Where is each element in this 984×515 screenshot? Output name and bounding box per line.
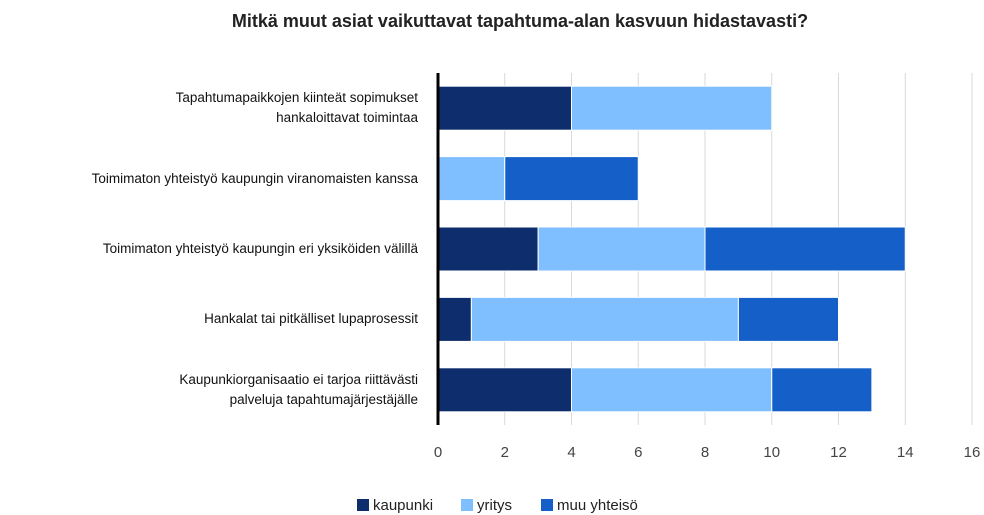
bar-segment (470, 296, 739, 342)
category-label: Toimimaton yhteistyö kaupungin eri yksik… (102, 241, 418, 256)
x-tick-label: 10 (763, 444, 780, 461)
x-tick-label: 12 (830, 444, 847, 461)
x-tick-label: 8 (701, 444, 709, 461)
x-tick-label: 4 (567, 444, 575, 461)
bar-segment (437, 85, 572, 131)
legend-swatch (461, 499, 473, 511)
bar-segment (571, 85, 773, 131)
bar-segment (737, 296, 839, 342)
legend-swatch (541, 499, 553, 511)
bar-segment (437, 296, 472, 342)
legend-label: muu yhteisö (557, 497, 638, 514)
x-tick-label: 6 (634, 444, 642, 461)
x-tick-label: 16 (964, 444, 981, 461)
category-label: Tapahtumapaikkojen kiinteät sopimukset h… (175, 90, 418, 126)
bar-segment (571, 367, 773, 413)
legend-label: kaupunki (373, 497, 433, 514)
bar-segment (537, 226, 706, 272)
chart-title: Mitkä muut asiat vaikuttavat tapahtuma-a… (232, 11, 808, 31)
bar-segment (504, 156, 639, 202)
category-label: Toimimaton yhteistyö kaupungin viranomai… (91, 170, 418, 186)
category-label: Hankalat tai pitkälliset lupaprosessit (204, 311, 418, 327)
bar-segment (704, 226, 906, 272)
bar-segment (771, 367, 873, 413)
bar-segment (437, 156, 506, 202)
x-tick-label: 0 (434, 444, 442, 461)
legend-label: yritys (477, 497, 512, 514)
x-tick-label: 14 (897, 444, 914, 461)
bar-segment (437, 226, 539, 272)
bar-segment (437, 367, 572, 413)
category-label: Kaupunkiorganisaatio ei tarjoa riittäväs… (179, 371, 418, 407)
x-tick-label: 2 (501, 444, 509, 461)
legend-swatch (357, 499, 369, 511)
